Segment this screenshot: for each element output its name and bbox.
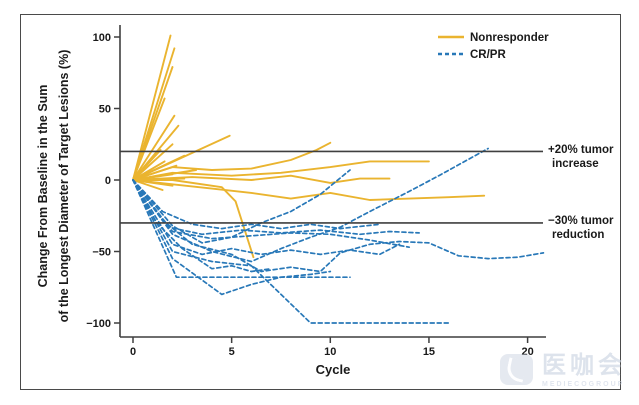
x-tick-label-5: 5 [229, 346, 235, 358]
series-line-c9 [132, 179, 401, 256]
series-line-n20 [132, 174, 391, 184]
y-tick-label-100: 100 [93, 32, 111, 44]
legend-nonresponder-label: Nonresponder [470, 32, 549, 44]
legend: Nonresponder CR/PR [438, 32, 549, 61]
y-tick-label--50: −50 [92, 247, 111, 259]
x-tick-label-0: 0 [130, 346, 136, 358]
series-line-c2 [132, 179, 351, 279]
series-line-c1 [132, 179, 545, 273]
annotation-minus30: −30% tumor reduction [548, 215, 614, 241]
series-line-c5 [132, 169, 351, 244]
series-line-c8 [132, 179, 381, 230]
x-axis-label: Cycle [316, 362, 351, 377]
watermark: 医咖会 MEDIECOGROUP [500, 354, 626, 388]
y-tick-label-50: 50 [99, 104, 111, 116]
x-tick-label-15: 15 [423, 346, 435, 358]
annotation-plus20-line2: increase [552, 158, 599, 170]
x-tick-label-10: 10 [324, 346, 336, 358]
annotation-minus30-line1: −30% tumor [548, 215, 614, 227]
watermark-logo-icon [500, 354, 533, 385]
figure-border [20, 14, 621, 390]
series-line-n11 [132, 160, 166, 181]
annotation-minus30-line2: reduction [552, 229, 604, 241]
watermark-subtext: MEDIECOGROUP [542, 381, 625, 388]
annotation-plus20-line1: +20% tumor [548, 144, 614, 156]
series-line-c6 [132, 179, 420, 236]
y-axis-label-line1: Change From Baseline in the Sum [36, 85, 50, 288]
series-line-n9 [132, 149, 162, 181]
series-layer [132, 34, 545, 324]
series-line-n21 [132, 179, 486, 201]
y-axis-label-line2: of the Longest Diameter of Target Lesion… [57, 50, 71, 323]
watermark-title: 医咖会 [542, 352, 626, 379]
series-line-n1 [132, 34, 172, 181]
series-line-n19 [132, 160, 430, 181]
series-line-n22 [132, 179, 255, 259]
annotation-plus20: +20% tumor increase [548, 144, 614, 170]
series-line-c10 [132, 179, 332, 296]
series-line-c3 [132, 179, 450, 324]
series-line-c4 [132, 147, 489, 263]
series-line-n4 [132, 97, 166, 181]
y-tick-label-0: 0 [105, 175, 111, 187]
series-line-c7 [132, 179, 411, 249]
series-line-n5 [132, 114, 176, 181]
series-line-n17 [132, 179, 164, 191]
series-line-n18 [132, 141, 332, 181]
y-tick-label--100: −100 [86, 318, 111, 330]
legend-crpr-label: CR/PR [470, 49, 506, 61]
reference-lines-layer [120, 150, 543, 224]
